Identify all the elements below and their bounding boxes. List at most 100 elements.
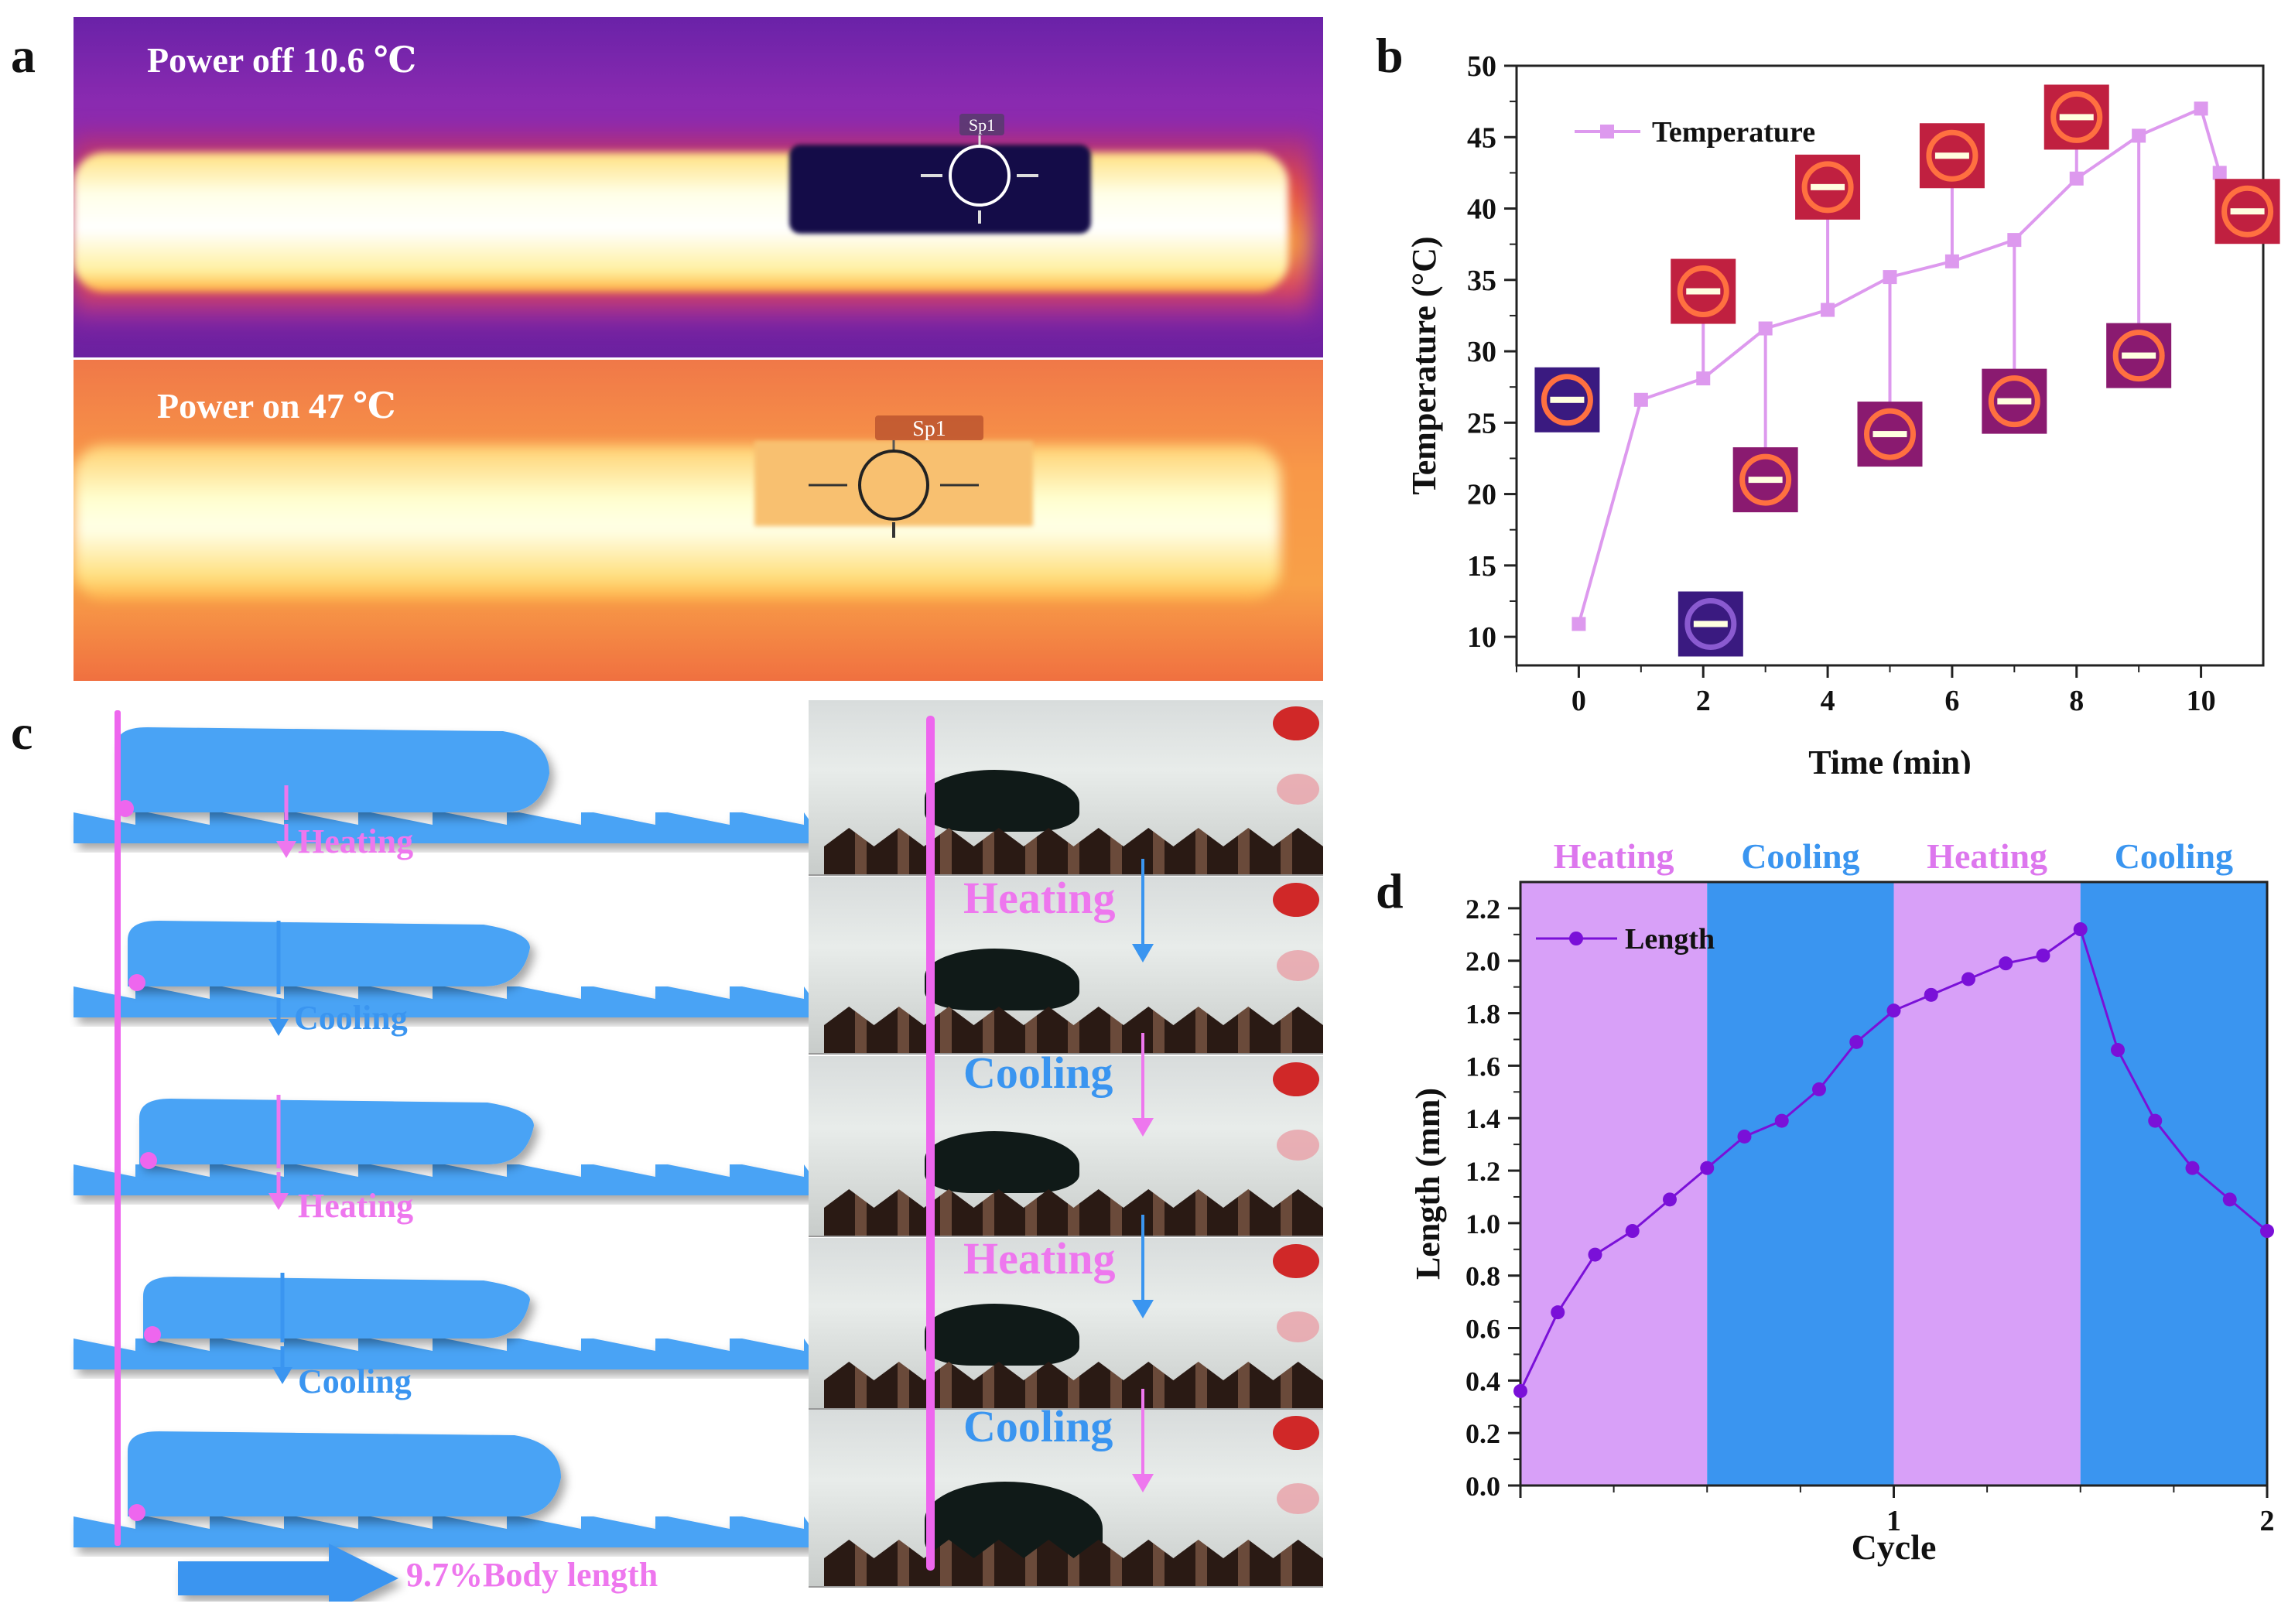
- thumbnail-strip: [1550, 396, 1585, 403]
- x-tick-label: 2: [2260, 1505, 2275, 1537]
- schematic-step-1-label: Heating: [298, 822, 414, 860]
- thumbnail-ring: [2050, 91, 2103, 143]
- temperature-point: [2194, 101, 2208, 116]
- thumbnail-strip: [1934, 152, 1969, 159]
- y-tick-label: 1.6: [1465, 1051, 1500, 1082]
- y-tick-label: 20: [1467, 479, 1496, 511]
- photo-frame: [809, 1056, 1323, 1237]
- photo-frame: [809, 877, 1323, 1055]
- x-tick-label: 10: [2187, 685, 2216, 717]
- thumbnail-ring: [1739, 453, 1792, 506]
- thumbnail-strip: [1686, 288, 1721, 295]
- phase-band: [1893, 882, 2081, 1486]
- thumbnail-strip: [2059, 114, 2094, 121]
- schematic-step-4-label: Cooling: [298, 1362, 412, 1400]
- y-tick-label: 1.8: [1465, 999, 1500, 1030]
- length-point: [1663, 1192, 1677, 1207]
- ratchet-track: [74, 986, 812, 1017]
- photo-step-arrow-head: [1132, 1300, 1154, 1318]
- length-point: [1551, 1305, 1565, 1320]
- length-point: [1625, 1224, 1640, 1239]
- y-tick-label: 30: [1467, 336, 1496, 368]
- y-tick-label: 50: [1467, 50, 1496, 83]
- ratchet-track: [74, 1339, 812, 1369]
- x-tick-label: 4: [1821, 685, 1835, 717]
- ratchet-track: [74, 1164, 812, 1195]
- photo-sequence: Heating Cooling Heating Cooling: [809, 700, 1323, 1588]
- legend-marker: [1600, 125, 1614, 138]
- photo-step-arrow-head: [1132, 944, 1154, 962]
- photo-step-arrow-head: [1132, 1118, 1154, 1137]
- robot-marker-dot: [128, 974, 145, 991]
- step-arrow-head: [272, 1367, 292, 1384]
- length-point: [2148, 1113, 2163, 1128]
- schematic-step-3-label: Heating: [298, 1187, 414, 1225]
- step-arrow-head: [268, 1019, 289, 1036]
- length-point: [2111, 1043, 2125, 1058]
- length-point: [1588, 1247, 1602, 1262]
- length-point: [1999, 956, 2013, 971]
- phase-band-label: Heating: [1554, 836, 1674, 876]
- reference-line-schematic: [115, 710, 121, 1546]
- x-tick-label: 1: [1886, 1505, 1901, 1537]
- y-tick-label: 0.2: [1465, 1418, 1500, 1449]
- spot-label: Sp1: [969, 115, 995, 135]
- thumbnail-ring: [1541, 374, 1593, 426]
- photo-step-3-label: Heating: [963, 1233, 1116, 1284]
- x-axis-title: Cycle: [1852, 1527, 1937, 1567]
- panel-label-b: b: [1376, 28, 1404, 83]
- ratchet-track: [74, 812, 812, 843]
- length-point: [1924, 987, 1938, 1002]
- length-point: [2260, 1224, 2274, 1239]
- thermal-image-power-off: Sp1 Power off 10.6 ℃: [74, 17, 1323, 357]
- y-tick-label: 0.4: [1465, 1366, 1500, 1397]
- photo-frame: [809, 1238, 1323, 1410]
- y-tick-label: 35: [1467, 265, 1496, 297]
- y-tick-label: 2.2: [1465, 894, 1500, 925]
- y-tick-label: 1.0: [1465, 1209, 1500, 1239]
- temperature-series-line: [1577, 106, 2221, 625]
- length-point: [1774, 1113, 1789, 1128]
- phase-band-label: Cooling: [1741, 836, 1859, 876]
- temperature-point: [1633, 392, 1648, 407]
- spot-marker-2: Sp1: [809, 415, 983, 538]
- x-tick-label: 6: [1944, 685, 1959, 717]
- robot-marker-dot: [140, 1152, 157, 1169]
- crawling-schematic: [74, 710, 812, 1602]
- robot-marker-dot: [117, 800, 134, 817]
- photo-step-1-label: Heating: [963, 873, 1116, 923]
- panel-label-c: c: [11, 705, 33, 760]
- y-tick-label: 15: [1467, 550, 1496, 583]
- body-length-arrow: [178, 1544, 398, 1602]
- body-length-label: 9.7%Body length: [406, 1556, 658, 1594]
- photo-frame: [809, 700, 1323, 876]
- thumbnail-strip: [1748, 477, 1783, 484]
- thumbnail-strip: [2230, 208, 2265, 215]
- y-tick-label: 45: [1467, 121, 1496, 154]
- thumbnail-ring: [1801, 161, 1854, 214]
- y-tick-label: 0.0: [1465, 1471, 1500, 1502]
- ratchet-track: [74, 1516, 812, 1547]
- temperature-point: [2132, 128, 2146, 143]
- robot-body: [139, 1099, 534, 1164]
- robot-marker-dot: [144, 1326, 161, 1343]
- photo-step-arrow: [1132, 1215, 1154, 1318]
- panel-label-d: d: [1376, 863, 1404, 918]
- photo-step-2-label: Cooling: [963, 1048, 1113, 1098]
- step-arrow-head: [268, 1193, 289, 1210]
- y-tick-label: 2.0: [1465, 946, 1500, 977]
- photo-step-4-label: Cooling: [963, 1401, 1113, 1451]
- robot-body: [143, 1277, 530, 1339]
- step-arrow-head: [276, 841, 296, 858]
- thumbnail-ring: [1926, 129, 1978, 182]
- length-point: [1700, 1161, 1715, 1175]
- thumbnail-strip: [1693, 621, 1728, 627]
- power-on-label: Power on 47 ℃: [157, 386, 396, 426]
- robot-body: [128, 921, 530, 986]
- robot-body: [116, 727, 549, 812]
- thumbnail-ring: [1677, 265, 1729, 318]
- robot-marker-dot: [128, 1504, 145, 1521]
- photo-frame: [809, 1410, 1323, 1588]
- panel-label-a: a: [11, 28, 36, 83]
- reference-line-photo: [926, 716, 935, 1571]
